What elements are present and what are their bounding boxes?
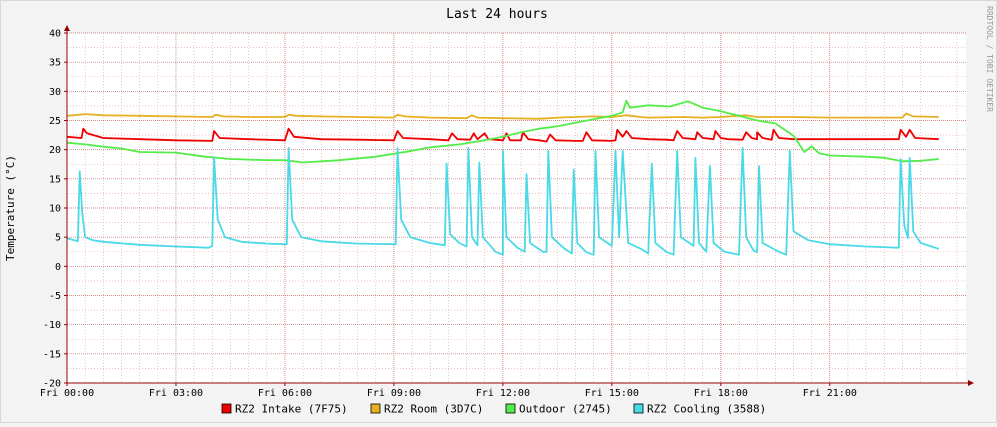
x-axis-arrow: [968, 380, 974, 386]
x-tick-label: Fri 09:00: [367, 388, 421, 399]
legend-swatch-4: [633, 403, 644, 414]
y-tick-label: -5: [49, 291, 61, 302]
chart-title: Last 24 hours: [446, 7, 548, 22]
x-tick-label: Fri 21:00: [803, 388, 857, 399]
y-tick-label: -20: [43, 379, 61, 390]
series-lines: [66, 99, 940, 256]
legend-label-3: Outdoor (2745): [519, 403, 612, 416]
x-tick-label: Fri 03:00: [149, 388, 203, 399]
series-line-2: [66, 112, 939, 120]
y-axis-arrow: [64, 25, 70, 31]
y-tick-label: 10: [49, 204, 61, 215]
y-tick-label: -10: [43, 320, 61, 331]
y-tick-label: -15: [43, 349, 61, 360]
series-line-1: [66, 127, 939, 143]
series-line-3: [66, 99, 939, 164]
legend-swatch-2: [370, 403, 381, 414]
y-tick-label: 30: [49, 87, 61, 98]
axes: [64, 25, 974, 386]
legend: RZ2 Intake (7F75) RZ2 Room (3D7C) Outdoor …: [221, 403, 766, 416]
y-tick-label: 40: [49, 29, 61, 40]
x-tick-label: Fri 18:00: [694, 388, 748, 399]
y-tick-label: 0: [55, 262, 61, 273]
legend-label-1: RZ2 Intake (7F75): [235, 403, 348, 416]
x-tick-label: Fri 06:00: [258, 388, 312, 399]
y-axis-label: Temperature (°C): [4, 155, 17, 261]
y-tick-label: 15: [49, 174, 61, 185]
y-tick-label: 25: [49, 116, 61, 127]
x-tick-label: Fri 15:00: [585, 388, 639, 399]
tick-labels: -20 -15 -10 -5 0 5 10 15 20 25 30 35 40 Fri 00:00 Fri …: [40, 29, 857, 400]
x-tick-label: Fri 00:00: [40, 388, 94, 399]
legend-label-2: RZ2 Room (3D7C): [384, 403, 483, 416]
y-tick-label: 20: [49, 145, 61, 156]
legend-label-4: RZ2 Cooling (3588): [647, 403, 766, 416]
legend-swatch-3: [505, 403, 516, 414]
series-line-4: [66, 146, 940, 256]
legend-swatch-1: [221, 403, 232, 414]
y-tick-label: 35: [49, 58, 61, 69]
y-tick-label: 5: [55, 233, 61, 244]
watermark-text: RRDTOOL / TOBI OETIKER: [985, 6, 994, 112]
x-tick-label: Fri 12:00: [476, 388, 530, 399]
